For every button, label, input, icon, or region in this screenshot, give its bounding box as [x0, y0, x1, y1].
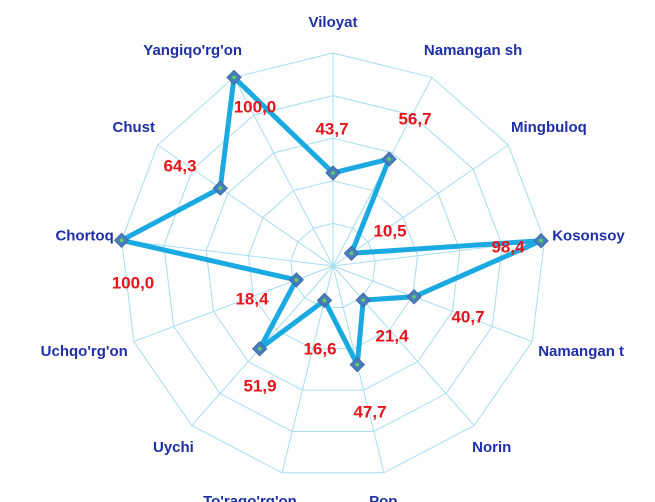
- marker-dot: [412, 294, 416, 299]
- grid-ring: [290, 222, 376, 308]
- marker-dot: [361, 298, 366, 302]
- grid-ring: [247, 180, 419, 350]
- category-label: Pop: [369, 493, 397, 502]
- category-label: To'raqo'rg'on: [203, 493, 297, 502]
- value-label: 43,7: [315, 119, 348, 138]
- category-label: Namangan t: [538, 343, 624, 360]
- spoke: [157, 144, 334, 267]
- spoke: [332, 265, 533, 342]
- value-label: 64,3: [163, 156, 196, 175]
- grid-ring: [163, 95, 503, 432]
- spoke: [332, 265, 475, 426]
- category-label: Viloyat: [309, 14, 358, 31]
- marker-dot: [331, 171, 335, 175]
- category-label: Mingbuloq: [511, 119, 587, 136]
- grid-ring: [121, 52, 545, 474]
- marker-dot: [257, 346, 262, 351]
- spoke: [233, 77, 334, 267]
- marker-dot: [322, 298, 327, 303]
- marker-dot: [387, 157, 391, 161]
- category-label: Uchqo'rg'on: [41, 343, 128, 360]
- value-label: 18,4: [235, 289, 269, 308]
- category-label: Norin: [472, 439, 511, 456]
- value-label: 56,7: [398, 109, 431, 128]
- spoke: [133, 265, 334, 342]
- category-label: Namangan sh: [424, 42, 522, 59]
- value-label: 98,4: [491, 237, 525, 256]
- marker-dot: [119, 238, 124, 243]
- marker-dot: [294, 278, 299, 282]
- value-label: 10,5: [373, 221, 406, 240]
- marker-dot: [349, 251, 354, 256]
- value-label: 16,6: [303, 339, 336, 358]
- category-label: Yangiqo'rg'on: [143, 42, 242, 59]
- value-label: 51,9: [243, 376, 276, 395]
- value-label: 100,0: [112, 273, 155, 292]
- grid-ring: [205, 137, 461, 391]
- value-label: 40,7: [451, 307, 484, 326]
- marker-dot: [539, 238, 543, 243]
- marker-dot: [218, 186, 223, 190]
- category-label: Chust: [113, 119, 156, 136]
- spoke: [121, 239, 334, 267]
- category-label: Uychi: [153, 439, 194, 456]
- series-line: [119, 74, 544, 368]
- marker-dot: [355, 362, 360, 367]
- category-label: Chortoq: [55, 228, 113, 245]
- marker-dot: [232, 75, 236, 80]
- category-label: Kosonsoy: [552, 228, 625, 245]
- value-label: 47,7: [353, 402, 386, 421]
- value-label: 21,4: [375, 326, 409, 345]
- spoke: [332, 144, 509, 267]
- value-label: 100,0: [234, 97, 277, 116]
